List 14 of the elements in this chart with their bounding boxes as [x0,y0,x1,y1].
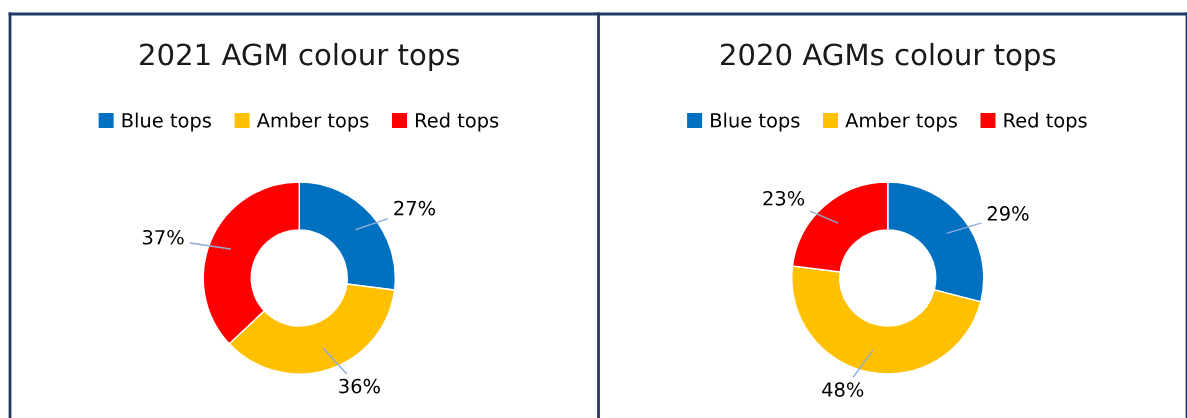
legend-label: Blue tops [711,112,800,132]
data-label: 36% [339,378,380,394]
legend-label: Amber tops [256,112,369,132]
legend-label: Amber tops [845,112,957,132]
data-label: 29% [987,206,1029,221]
legend-label: Blue tops [122,112,211,132]
data-label: 27% [394,200,436,216]
legend-label: Red tops [415,112,499,132]
data-label: 48% [822,382,864,397]
data-label: 37% [142,229,184,245]
data-label: 23% [763,190,805,206]
chart-title: 2020 AGMs colour tops [721,42,1056,72]
legend-label: Red tops [1004,112,1087,132]
chart-title: 2021 AGM colour tops [140,42,460,72]
